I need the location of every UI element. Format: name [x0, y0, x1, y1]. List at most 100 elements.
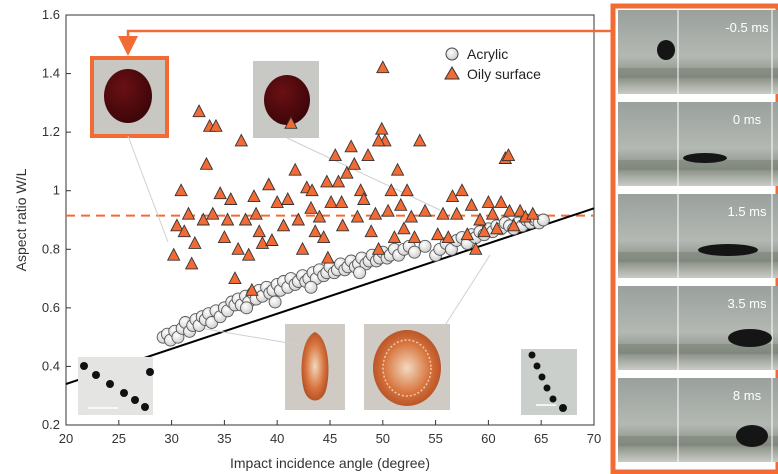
- oily-surface-point: [490, 221, 504, 235]
- oily-surface-point: [245, 282, 259, 296]
- trend-fit-line: [65, 207, 595, 385]
- y-tick-label: 1.6: [42, 7, 60, 22]
- oily-surface-point: [247, 189, 261, 203]
- inset-photo-acrylic-round: [364, 324, 450, 410]
- oily-surface-point: [166, 247, 181, 261]
- x-tick-label: 55: [428, 431, 442, 446]
- droplet-shape: [736, 425, 768, 447]
- oily-surface-point: [295, 241, 310, 255]
- x-tick-label: 25: [112, 431, 126, 446]
- x-tick-label: 70: [587, 431, 601, 446]
- acrylic-point: [418, 239, 432, 253]
- oily-surface-point: [390, 162, 405, 176]
- y-tick-label: 0.6: [42, 300, 60, 315]
- frames-strip: -0.5 ms 0 ms 1.5 ms 3.5 ms 8 ms: [618, 10, 778, 462]
- x-tick-label: 40: [270, 431, 284, 446]
- droplet-shape: [657, 40, 675, 60]
- frame-image: [618, 102, 778, 186]
- acrylic-point: [536, 213, 550, 227]
- frame-image: [618, 194, 778, 278]
- oily-surface-point: [481, 194, 496, 208]
- inset-photo-oily-top-center: [253, 61, 319, 138]
- oily-surface-point: [213, 186, 227, 200]
- frame-image: [618, 10, 778, 94]
- oily-surface-point: [361, 148, 375, 162]
- y-axis-ticks: 0.2 0.4 0.6 0.8 1 1.2 1.4 1.6: [42, 7, 71, 432]
- frame-time-label: 3.5 ms: [727, 296, 767, 311]
- connector-arrow: [118, 29, 616, 56]
- oily-surface-point: [404, 209, 419, 223]
- oily-surface-point: [209, 118, 223, 132]
- oily-surface-point: [371, 133, 386, 147]
- frame-time-label: 0 ms: [733, 112, 762, 127]
- oily-surface-point: [324, 194, 338, 208]
- acrylic-point: [353, 266, 367, 280]
- oily-surface-point: [494, 194, 508, 208]
- frame-time-label: 1.5 ms: [727, 204, 767, 219]
- oily-surface-point: [387, 230, 402, 244]
- oily-surface-point: [340, 165, 354, 179]
- series-oily-surface: [166, 60, 540, 296]
- legend-marker-acrylic: [445, 47, 459, 61]
- inset-guide-lines: [127, 135, 491, 346]
- oily-surface-point: [234, 133, 249, 147]
- inset-photo-acrylic-elongated: [285, 324, 345, 410]
- oily-surface-point: [344, 139, 358, 153]
- frame-surface: [618, 436, 778, 446]
- oily-surface-point: [357, 192, 371, 205]
- oily-surface-point: [376, 60, 390, 74]
- oily-surface-point: [231, 241, 245, 255]
- oily-surface-point: [320, 174, 334, 188]
- oily-surface-point: [334, 194, 349, 208]
- oily-surface-point: [335, 218, 350, 232]
- legend-marker-oily: [444, 66, 460, 80]
- oily-surface-point: [455, 183, 469, 197]
- oily-surface-point: [192, 104, 206, 118]
- oily-surface-point: [441, 230, 456, 244]
- oily-surface-point: [507, 218, 521, 232]
- x-tick-label: 30: [164, 431, 178, 446]
- oily-surface-point: [485, 206, 500, 220]
- y-axis-title: Aspect ratio W/L: [13, 168, 29, 271]
- oily-surface-point: [368, 206, 383, 220]
- oily-surface-point: [418, 203, 432, 217]
- x-axis-ticks: 20 25 30 35 40 45 50 55 60 65 70: [59, 420, 601, 446]
- oily-surface-point: [276, 218, 291, 232]
- oily-surface-point: [220, 212, 235, 226]
- oily-surface-point: [177, 224, 192, 238]
- oily-surface-point: [252, 224, 266, 238]
- oily-surface-point: [241, 247, 256, 261]
- oily-surface-point: [304, 200, 318, 214]
- oily-surface-point: [449, 206, 464, 220]
- y-tick-label: 1.2: [42, 124, 60, 139]
- y-tick-label: 1.4: [42, 66, 60, 81]
- oily-surface-point: [501, 148, 516, 162]
- oily-surface-point: [270, 194, 284, 208]
- y-tick-label: 0.2: [42, 417, 60, 432]
- oily-surface-point: [384, 183, 398, 197]
- x-tick-label: 45: [323, 431, 337, 446]
- inset-photo-left-trail: [78, 357, 154, 415]
- frame-surface: [618, 344, 778, 354]
- oily-surface-point: [464, 197, 479, 211]
- droplet-shape: [698, 244, 758, 256]
- oily-surface-point: [265, 233, 279, 246]
- oily-surface-point: [331, 174, 346, 188]
- oily-surface-point: [217, 230, 232, 244]
- acrylic-point: [304, 280, 318, 294]
- oily-surface-point: [460, 227, 475, 241]
- legend-label-acrylic: Acrylic: [467, 46, 508, 62]
- oily-surface-point: [375, 121, 389, 135]
- oily-surface-point: [477, 224, 491, 238]
- acrylic-point: [268, 295, 282, 309]
- oily-surface-point: [394, 197, 408, 211]
- droplet-shape: [728, 329, 772, 347]
- y-tick-label: 0.8: [42, 241, 60, 256]
- oily-surface-point: [249, 206, 263, 220]
- oily-surface-point: [400, 183, 414, 197]
- x-axis-title: Impact incidence angle (degree): [230, 455, 430, 471]
- x-tick-label: 65: [534, 431, 548, 446]
- oily-surface-point: [347, 156, 362, 170]
- x-tick-label: 50: [376, 431, 390, 446]
